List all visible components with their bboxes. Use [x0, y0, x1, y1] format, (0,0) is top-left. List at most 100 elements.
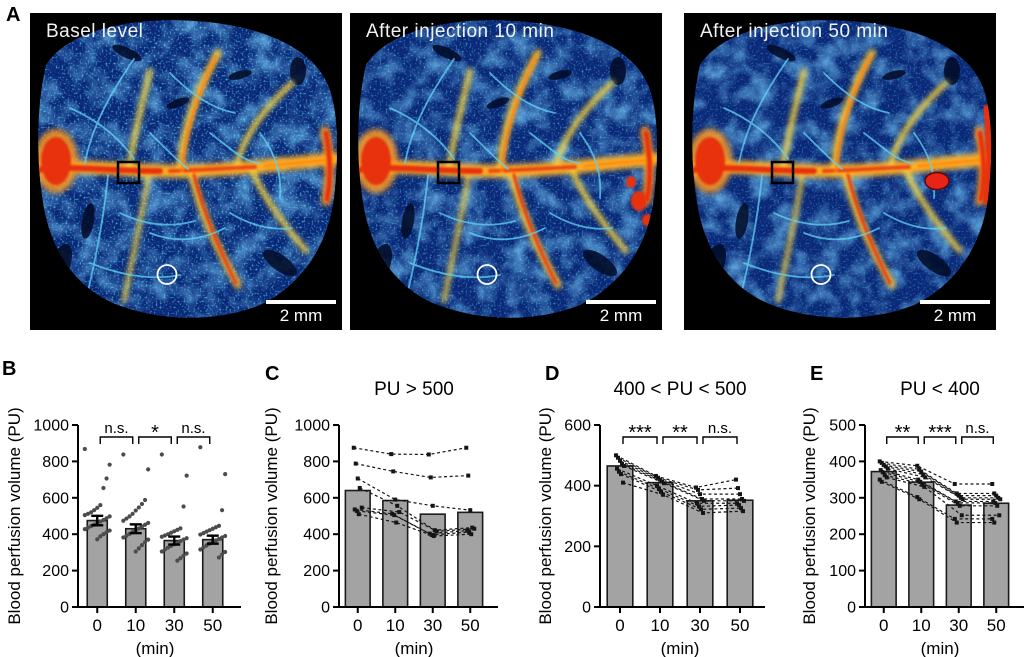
scatter-point [95, 537, 100, 542]
subject-line [617, 457, 739, 491]
subject-line [623, 465, 744, 502]
y-tick-label: 0 [847, 600, 856, 617]
subject-point [922, 484, 927, 489]
subject-point [466, 473, 471, 478]
subject-point [920, 481, 925, 486]
y-tick-label: 400 [42, 527, 69, 544]
bar-chart-pu-gt-500: 0 200 400 600 800 1000 0 10 30 50 (min) Blood perfu… [262, 379, 498, 657]
x-tick-label: 10 [386, 616, 405, 635]
x-axis-label: (min) [395, 639, 434, 657]
subject-point [698, 492, 702, 497]
scatter-point [146, 520, 151, 526]
scale-bar-label: 2 mm [933, 306, 977, 326]
subject-point [359, 505, 364, 510]
x-tick-label: 0 [353, 616, 362, 635]
scatter-point [104, 516, 109, 521]
y-axis-label: Blood perfusion volume (PU) [800, 407, 819, 624]
subject-point [657, 486, 661, 491]
speckle-image [30, 13, 342, 330]
subject-point [952, 516, 957, 521]
subject-point [990, 481, 995, 486]
subject-point [923, 475, 928, 480]
significance-bracket [176, 436, 211, 444]
significance-label: ** [895, 422, 911, 444]
subject-point [993, 500, 998, 505]
right-vessel-bright [980, 104, 992, 206]
speckle-map-canvas [350, 13, 662, 330]
scatter-point [136, 505, 141, 510]
y-tick-label: 300 [829, 490, 856, 507]
x-axis-label: (min) [661, 639, 700, 657]
y-tick-label: 800 [42, 454, 69, 471]
scatter-point [121, 535, 126, 540]
subject-point [695, 501, 699, 506]
subject-point [694, 485, 698, 490]
y-axis-label: Blood perfusion volume (PU) [5, 407, 24, 624]
subject-point [954, 491, 959, 496]
significance-bracket [662, 436, 698, 444]
subject-point [915, 495, 920, 500]
subject-point [394, 520, 399, 525]
x-tick-label: 10 [912, 616, 931, 635]
significance-bracket [622, 436, 658, 444]
y-tick-label: 800 [303, 454, 330, 471]
subject-point [395, 503, 400, 508]
subject-line [884, 474, 998, 507]
subject-point [431, 534, 436, 539]
y-axis-label: Blood perfusion volume (PU) [262, 407, 281, 624]
subject-line [618, 471, 740, 507]
scatter-point [98, 534, 103, 539]
subject-line [616, 468, 737, 504]
subject-point [741, 509, 745, 514]
subject-line [619, 460, 740, 495]
subject-line [887, 468, 1001, 500]
subject-point [879, 460, 884, 465]
subject-point [620, 461, 624, 466]
subject-point [356, 512, 361, 517]
subject-point [738, 492, 742, 497]
scatter-point [142, 522, 148, 527]
scatter-point [175, 558, 180, 563]
panel-label-b: B [2, 358, 17, 380]
subject-point [472, 526, 477, 531]
x-tick-label: 0 [93, 616, 102, 635]
image-title: Basel level [46, 21, 144, 42]
bar-50min [726, 499, 754, 608]
subject-point [464, 445, 469, 450]
scatter-point [82, 446, 87, 452]
speckle-map-canvas [684, 13, 996, 330]
vessel-core [358, 55, 653, 285]
scatter-point [159, 549, 164, 554]
y-tick-label: 400 [829, 454, 856, 471]
subject-point [739, 506, 743, 511]
significance-bracket [138, 436, 172, 444]
scale-bar-label: 2 mm [599, 306, 643, 326]
chart-title: 400 < PU < 500 [613, 379, 746, 400]
subject-point [389, 452, 394, 457]
roi-square [116, 160, 141, 185]
subject-line [883, 464, 997, 497]
bar-30min [163, 539, 186, 608]
scatter-point [107, 514, 112, 519]
perfusion-map-50min: After injection 50 min 2 mm [684, 13, 996, 330]
y-tick-label: 1000 [294, 418, 330, 435]
scatter-point [121, 518, 126, 523]
chart-panel-c: C 0 200 400 600 800 1000 0 10 30 50 (min) Blood per… [245, 355, 505, 657]
scatter-point [198, 547, 203, 552]
scatter-point [98, 502, 103, 508]
roi-square [436, 160, 461, 185]
scatter-point [184, 473, 189, 478]
significance-label: n.s. [965, 420, 989, 437]
subject-point [696, 487, 700, 492]
y-tick-label: 200 [303, 563, 330, 580]
subject-point [998, 497, 1003, 502]
scatter-point [142, 497, 148, 503]
image-title: After injection 10 min [366, 21, 555, 42]
subject-point [430, 503, 435, 508]
significance-bracket [702, 436, 738, 444]
subject-line [357, 477, 471, 511]
subject-point [956, 493, 961, 498]
subject-point [919, 469, 924, 474]
scatter-point [104, 530, 109, 535]
